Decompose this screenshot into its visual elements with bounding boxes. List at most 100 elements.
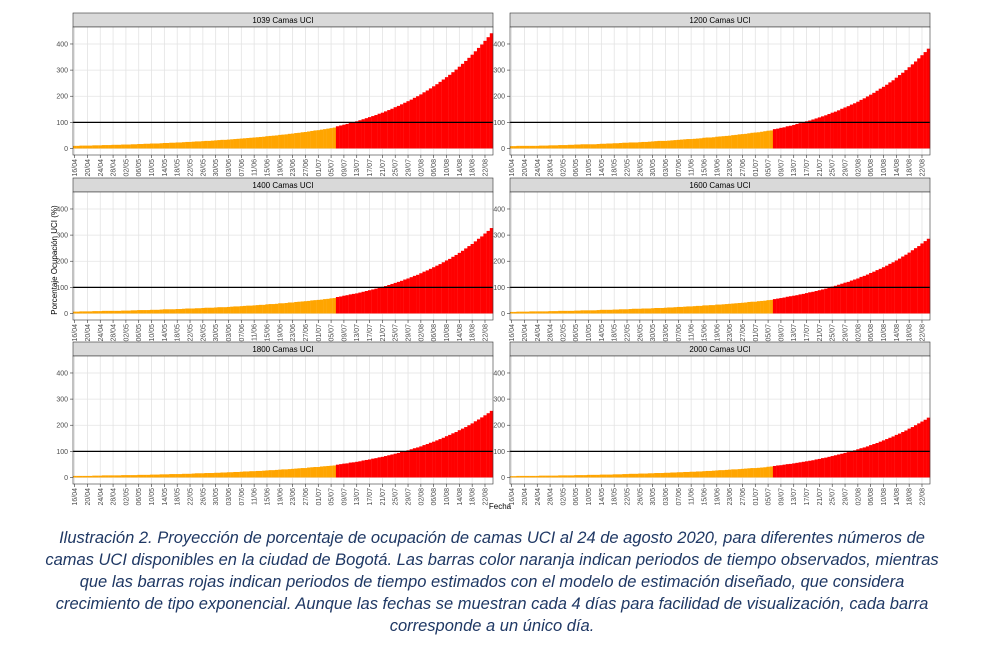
bar <box>580 310 584 314</box>
y-tick-label: 200 <box>493 259 505 266</box>
bar <box>856 278 860 314</box>
bar <box>409 99 413 149</box>
x-tick-label: 18/08 <box>470 488 477 506</box>
x-tick-label: 16/04 <box>72 324 79 342</box>
bar <box>891 80 895 149</box>
bar <box>310 300 314 314</box>
bar <box>622 474 626 478</box>
x-tick-label: 09/07 <box>341 488 348 506</box>
bar <box>435 265 439 314</box>
bar <box>689 471 693 478</box>
bar <box>412 448 417 478</box>
bar <box>577 475 581 478</box>
bar <box>220 139 224 149</box>
bar <box>460 428 465 478</box>
x-tick-label: 26/05 <box>200 488 207 506</box>
bar <box>133 144 138 149</box>
bar <box>448 258 452 314</box>
bar <box>814 459 818 478</box>
bar <box>776 298 780 314</box>
x-tick-label: 25/07 <box>830 324 837 342</box>
bar <box>162 142 167 149</box>
bar <box>747 468 751 478</box>
bar <box>329 465 333 478</box>
bar <box>708 305 713 314</box>
plot-border <box>509 191 931 321</box>
bar <box>542 145 546 149</box>
bar <box>476 419 481 478</box>
bar <box>606 143 610 149</box>
bar <box>522 145 527 149</box>
x-tick-label: 30/05 <box>650 488 657 506</box>
bar <box>753 301 758 314</box>
bar <box>425 270 430 314</box>
bar <box>647 473 652 478</box>
bar <box>705 470 709 478</box>
bar <box>85 475 90 478</box>
bar <box>451 256 455 314</box>
bar <box>194 473 199 478</box>
bar <box>843 107 847 149</box>
bar <box>178 309 183 314</box>
y-tick-label: 0 <box>501 311 505 318</box>
x-tick-label: 10/05 <box>149 159 156 177</box>
bar <box>217 472 221 478</box>
bar <box>638 473 642 478</box>
panel: 2000 Camas UCI 0 100 200 300 400 16/04 20/04 24/… <box>493 341 931 506</box>
bar <box>583 310 588 314</box>
x-tick-label: 22/08 <box>482 488 489 506</box>
bar <box>647 308 652 314</box>
bar <box>255 470 260 478</box>
bar <box>872 444 876 478</box>
bar <box>412 97 417 149</box>
bar <box>891 436 895 478</box>
x-tick-label: 29/07 <box>406 159 413 177</box>
bar <box>117 310 122 314</box>
x-tick-label: 06/08 <box>431 324 438 342</box>
x-tick-label: 18/05 <box>175 324 182 342</box>
bar <box>628 142 632 149</box>
bar <box>149 309 154 314</box>
bar <box>878 268 883 314</box>
bar <box>760 300 764 314</box>
bar <box>124 475 128 478</box>
x-tick-label: 06/05 <box>573 159 580 177</box>
bar <box>169 142 173 149</box>
bar <box>695 471 700 478</box>
bar <box>779 127 783 149</box>
bar <box>862 98 867 149</box>
bar <box>448 434 452 478</box>
bar <box>483 40 487 149</box>
x-tick-label: 05/07 <box>766 159 773 177</box>
bar <box>856 449 860 478</box>
bar <box>782 127 786 149</box>
bar <box>188 141 192 149</box>
x-tick-label: 27/06 <box>740 159 747 177</box>
bar <box>323 466 327 478</box>
bar <box>769 466 774 478</box>
bar <box>843 282 847 314</box>
bar <box>747 133 751 149</box>
bar <box>510 146 514 149</box>
bar <box>609 474 613 478</box>
bar <box>721 470 725 478</box>
bar <box>307 131 311 149</box>
x-tick-label: 10/05 <box>586 324 593 342</box>
bar <box>95 145 99 149</box>
panel: 1800 Camas UCI 0 100 200 300 400 16/04 20/04 24/… <box>56 341 494 506</box>
bar <box>438 81 442 149</box>
y-tick-label: 100 <box>493 285 505 292</box>
bar <box>718 136 722 149</box>
y-tick-label: 400 <box>493 370 505 377</box>
x-tick-label: 25/07 <box>393 324 400 342</box>
bar <box>593 310 597 314</box>
x-tick-label: 27/06 <box>303 159 310 177</box>
x-tick-label: 30/05 <box>650 324 657 342</box>
x-tick-label: 03/06 <box>663 488 670 506</box>
bar <box>853 103 857 149</box>
bar <box>647 141 652 149</box>
bar <box>278 303 282 314</box>
bar <box>105 475 109 478</box>
bar <box>756 132 761 149</box>
x-tick-label: 02/05 <box>123 159 130 177</box>
